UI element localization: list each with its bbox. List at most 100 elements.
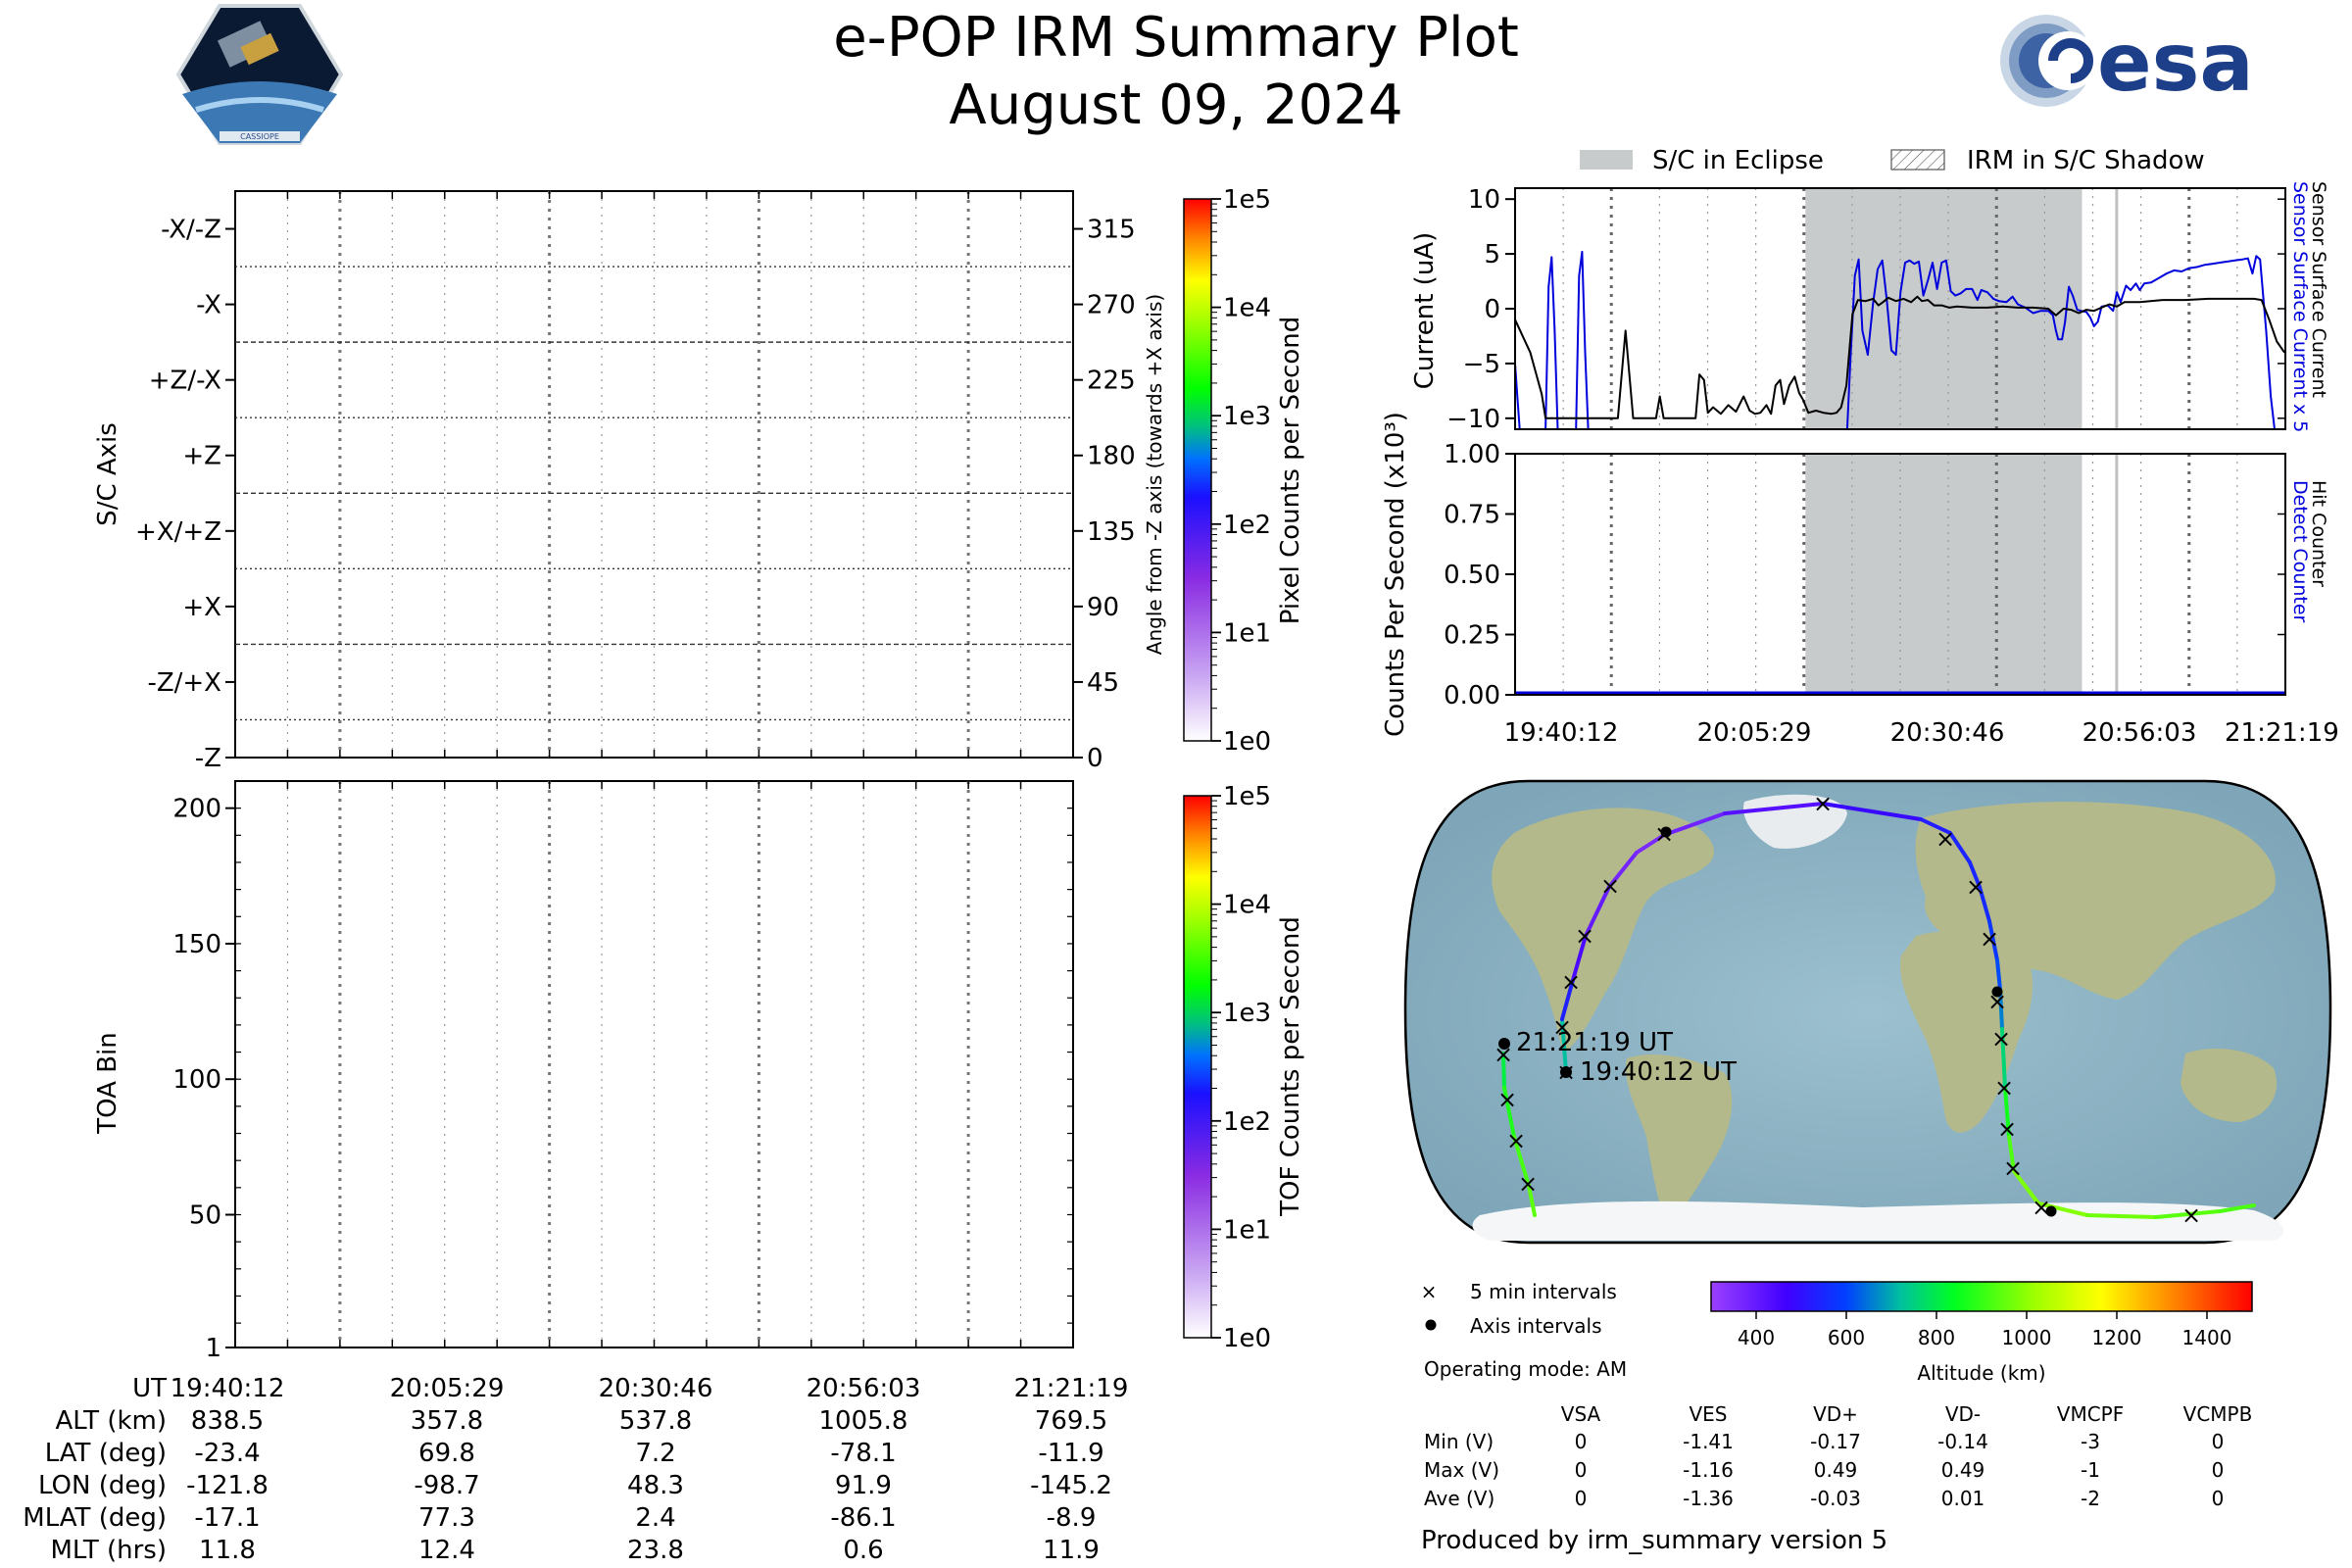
sc-axis-tick-label: +Z — [182, 442, 221, 471]
colorbar-tick-label: 1e3 — [1223, 402, 1271, 431]
altitude-tick-label: 600 — [1828, 1326, 1865, 1349]
five-min-marker: × — [1991, 1025, 2011, 1053]
ephemeris-cell: 769.5 — [1035, 1406, 1107, 1436]
voltage-cell: -1.41 — [1683, 1430, 1734, 1453]
voltage-row-label: Min (V) — [1424, 1430, 1494, 1453]
five-min-marker: × — [1966, 873, 1985, 901]
voltage-cell: 0.49 — [1814, 1458, 1858, 1482]
voltage-column-header: VMCPF — [2057, 1402, 2124, 1426]
ephemeris-cell: -121.8 — [186, 1471, 269, 1500]
orbit-segment — [1584, 885, 1611, 938]
orbit-segment — [2012, 1169, 2040, 1205]
shadow-legend-label: IRM in S/C Shadow — [1967, 146, 2205, 175]
orbit-segment — [2218, 1203, 2256, 1213]
time-tick-label: 19:40:12 — [1504, 718, 1619, 748]
toa-tick-label: 200 — [172, 795, 221, 824]
voltage-cell: -3 — [2081, 1430, 2100, 1453]
time-tick-label: 21:21:19 — [2225, 718, 2339, 748]
ephemeris-cell: -17.1 — [194, 1503, 260, 1533]
ephemeris-cell: 21:21:19 — [1014, 1374, 1129, 1403]
colorbar-tick-label: 1e3 — [1223, 999, 1271, 1028]
counts-x-ticks: 19:40:12 20:05:29 20:30:46 20:56:03 21:21:19 — [1504, 718, 2339, 748]
angle-tick-label: 270 — [1087, 291, 1136, 320]
five-min-marker: × — [1600, 872, 1620, 900]
altitude-tick-label: 1400 — [2182, 1326, 2232, 1349]
toa-tick-label: 50 — [189, 1200, 221, 1230]
five-min-marker: × — [1552, 1013, 1572, 1041]
altitude-colorbar: 400 600 800 1000 1200 1400 Altitude (km) — [1710, 1281, 2253, 1385]
voltage-column-header: VES — [1689, 1402, 1727, 1426]
ephemeris-row-label: ALT (km) — [55, 1406, 167, 1436]
ephemeris-cell: -23.4 — [194, 1439, 260, 1468]
axis-interval-dot — [1660, 826, 1672, 838]
five-min-marker: × — [1561, 968, 1581, 996]
orbit-start-label: 19:40:12 UT — [1580, 1057, 1737, 1087]
counts-y-ticks: 1.00 0.75 0.50 0.25 0.00 — [1444, 440, 2285, 710]
orbit-segment — [2007, 1135, 2016, 1173]
altitude-tick-label: 800 — [1918, 1326, 1955, 1349]
shadow-legend-swatch — [1890, 149, 1945, 171]
ephemeris-cell: 357.8 — [411, 1406, 483, 1436]
toa-tick-label: 150 — [172, 930, 221, 959]
five-min-marker: × — [1518, 1170, 1538, 1198]
ephemeris-cell: 20:56:03 — [807, 1374, 921, 1403]
five-min-marker: × — [1506, 1127, 1526, 1154]
sc-axis-tick-label: -Z/+X — [147, 668, 221, 698]
angle-tick-label: 0 — [1087, 744, 1103, 773]
pixel-colorbar: 1e0 1e1 1e2 1e3 1e4 1e5 Pixel Counts per Seco… — [1183, 185, 1305, 757]
voltage-column-header: VD- — [1945, 1402, 1981, 1426]
five-min-marker: × — [1987, 988, 2007, 1015]
voltage-column-header: VSA — [1561, 1402, 1601, 1426]
sc-axis-tick-label: -X — [196, 291, 221, 320]
legend-cross-label: 5 min intervals — [1470, 1280, 1617, 1303]
ephemeris-cell: 77.3 — [418, 1503, 475, 1533]
ephemeris-cell: 19:40:12 — [171, 1374, 285, 1403]
plot-title: e-POP IRM Summary Plot — [833, 6, 1519, 70]
current-legend: S/C in Eclipse IRM in S/C Shadow — [1580, 146, 2205, 175]
toa-ylabel: TOA Bin — [93, 1032, 122, 1134]
pixel-colorbar-label: Pixel Counts per Second — [1276, 317, 1305, 625]
ephemeris-cell: 537.8 — [619, 1406, 692, 1436]
voltage-row-label: Max (V) — [1424, 1458, 1499, 1482]
voltage-cell: -2 — [2081, 1487, 2100, 1510]
cross-marker-icon: × — [1421, 1280, 1438, 1303]
ephemeris-cell: 23.8 — [627, 1536, 684, 1565]
sc-axis-tick-label: +X — [182, 593, 221, 622]
ephemeris-cell: -86.1 — [830, 1503, 896, 1533]
five-min-marker: × — [1980, 925, 1999, 953]
orbit-segment — [2000, 1027, 2007, 1090]
orbit-map: ××××××××××××××××××××× 21:21:19 UT 19:40:… — [1403, 779, 2332, 1245]
voltage-column-header: VCMPB — [2183, 1402, 2253, 1426]
axis-interval-dot — [2045, 1205, 2057, 1217]
sc-axis-ylabel: S/C Axis — [93, 422, 122, 526]
eclipse-band — [1805, 454, 2082, 695]
sc-axis-right-label: Angle from -Z axis (towards +X axis) — [1143, 294, 1166, 655]
colorbar-tick-label: 1e2 — [1223, 511, 1271, 540]
orbit-segment — [1662, 811, 1727, 837]
five-min-marker: × — [1497, 1086, 1517, 1113]
sc-axis-tick-label: -X/-Z — [161, 216, 221, 245]
ephemeris-cell: -11.9 — [1038, 1439, 1103, 1468]
voltage-cell: 0 — [1575, 1487, 1588, 1510]
plot-date: August 09, 2024 — [949, 74, 1402, 137]
map-continents — [1472, 794, 2284, 1241]
angle-tick-label: 315 — [1087, 216, 1136, 245]
current-panel: 10 5 0 −5 −10 Current (uA) Sensor Surface Cu… — [1410, 181, 2329, 434]
footer-text: Produced by irm_summary version 5 — [1421, 1526, 1887, 1555]
ephemeris-cell: 20:05:29 — [390, 1374, 505, 1403]
esa-logo: esa — [2000, 15, 2254, 110]
current-tick-label: 0 — [1484, 295, 1500, 324]
orbit-segment — [2036, 1201, 2089, 1217]
counts-ylabel: Counts Per Second (x10³) — [1381, 412, 1410, 737]
orbit-segment — [1919, 817, 1952, 835]
orbit-start-dot — [1560, 1066, 1572, 1078]
sc-axis-tick-label: +Z/-X — [149, 367, 221, 396]
time-tick-label: 20:05:29 — [1697, 718, 1812, 748]
ephemeris-row-label: MLAT (deg) — [23, 1503, 167, 1533]
colorbar-tick-label: 1e5 — [1223, 185, 1271, 215]
voltage-column-header: VD+ — [1813, 1402, 1858, 1426]
voltage-cell: 0 — [2212, 1430, 2225, 1453]
